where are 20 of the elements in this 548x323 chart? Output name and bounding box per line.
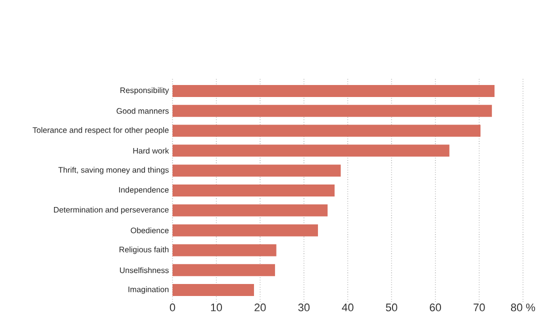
bar xyxy=(172,204,328,216)
bar xyxy=(172,224,318,236)
x-tick-label: 70 xyxy=(474,304,485,312)
bar xyxy=(172,124,481,137)
x-tick-label: 40 xyxy=(342,304,354,312)
x-tick-label: 60 xyxy=(430,304,442,312)
x-tick-label: 20 xyxy=(254,304,266,312)
bar xyxy=(172,244,276,256)
bar xyxy=(172,84,495,97)
bar xyxy=(172,144,450,157)
x-tick-label: 80 % xyxy=(510,304,536,312)
x-tick-label: 0 xyxy=(170,304,176,312)
bar xyxy=(172,164,341,177)
x-tick-label: 50 xyxy=(386,304,398,312)
bar xyxy=(172,284,254,296)
bar xyxy=(172,104,492,117)
bar xyxy=(172,184,335,196)
bar xyxy=(172,264,276,276)
x-tick-label: 30 xyxy=(298,304,310,312)
x-tick-label: 10 xyxy=(211,304,222,312)
